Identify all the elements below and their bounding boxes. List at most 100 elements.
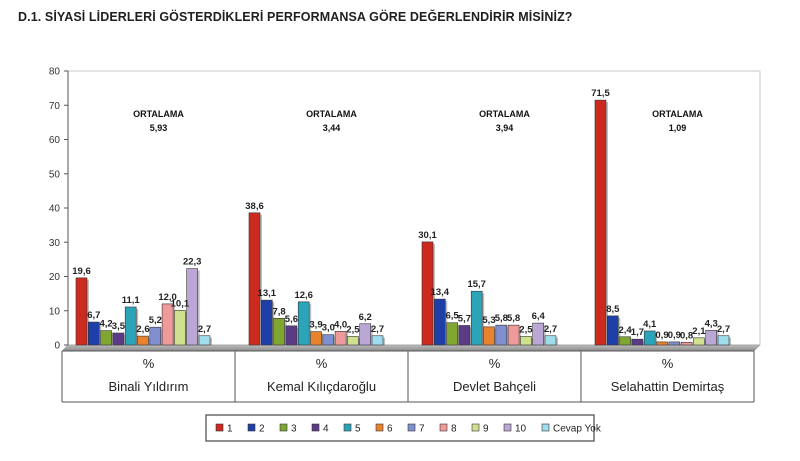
data-label: 2,1 [692,326,706,337]
data-label: 11,1 [122,295,141,306]
bar-shade [383,337,385,345]
bar-9 [520,336,532,346]
unit-label: % [316,356,328,371]
bar-6 [310,331,322,346]
legend-label: 3 [291,424,297,435]
bar-shade [519,327,522,345]
data-label: 22,3 [183,257,202,268]
bar-shade [729,337,731,345]
bar-2 [606,315,619,346]
bar-4 [285,325,298,346]
bar-3 [619,336,631,346]
bar-shade [606,102,608,345]
data-label: 2,7 [198,324,211,335]
average-label: ORTALAMA [306,109,357,119]
bar-8 [334,330,347,346]
average-label: ORTALAMA [133,109,184,119]
legend-label: 8 [451,424,457,435]
legend-swatch [279,423,288,432]
bar-shade [210,337,212,345]
bars-layer [75,99,731,346]
bar-9 [693,337,705,346]
y-tick-label: 20 [49,272,61,283]
average-value: 5,93 [150,123,168,133]
bar-1 [594,99,607,346]
bar-3 [446,322,458,346]
bar-5 [297,301,310,346]
data-label: 0,9 [668,330,681,341]
bar-1 [248,212,261,346]
bar-shade [185,312,188,345]
category-label: Binali Yıldırım [109,379,189,394]
bar-shade [87,279,89,345]
legend-label: 5 [355,424,361,435]
bar-cevap-yok [198,335,211,346]
legend-label: 2 [259,424,265,435]
data-label: 1,7 [631,327,644,338]
data-label: 12,0 [158,292,177,303]
bar-shade [111,332,114,345]
bar-shade [260,214,262,345]
y-tick-label: 0 [54,341,60,352]
legend-swatch [541,423,550,432]
labels-layer: 19,6 6,74,2 3,5 11,1 2,65,2 12,010,1 22,3 2,7 38… [72,88,730,341]
category-label: Kemal Kılıçdaroğlu [267,379,376,394]
bar-6 [137,335,149,346]
bar-5 [643,330,656,346]
bar-10 [186,268,198,346]
bar-7 [495,324,508,346]
x-axis-table: % Binali Yıldırım% Kemal Kılıçdaroğlu% Devl… [61,350,755,403]
data-label: 4,0 [334,319,347,330]
bar-10 [705,329,718,346]
bar-cevap-yok [717,335,730,346]
legend-swatch [471,423,480,432]
bar-shade [482,293,485,345]
data-label: 6,7 [87,310,100,321]
bar-shade [272,302,275,345]
data-label: 3,9 [309,320,322,331]
bar-2 [260,299,273,346]
bar-shade [556,337,558,345]
bar-10 [359,323,372,346]
bar-8 [161,303,174,346]
bar-1 [75,277,88,346]
legend-swatch [407,423,416,432]
data-label: 2,7 [717,324,730,335]
bar-6 [656,341,668,346]
bar-3 [100,330,112,346]
bar-8 [507,324,520,346]
bar-1 [421,241,434,346]
data-label: 5,6 [285,314,298,325]
bar-4 [112,332,125,346]
legend-box [205,414,595,442]
category-label: Selahattin Demirtaş [611,379,725,394]
annotation-layer: ORTALAMA 5,93 ORTALAMA 3,44 ORTALAMA 3,94 ORTA… [133,109,703,133]
data-label: 4,1 [643,319,657,330]
data-label: 5,8 [495,313,508,324]
data-label: 3,0 [322,323,335,334]
legend: 1 2 3 4 5 6 7 8 9 10 Cevap Yok [205,414,602,442]
bar-shade [358,338,361,345]
bar-4 [631,338,644,346]
data-label: 3,5 [112,321,126,332]
legend-swatch [439,423,448,432]
legend-label: 9 [483,424,489,435]
data-label: 38,6 [245,201,264,212]
legend-label: 7 [419,424,425,435]
page-title: D.1. SİYASİ LİDERLERİ GÖSTERDİKLERİ PERF… [18,10,573,24]
unit-label: % [662,356,674,371]
data-label: 5,2 [149,315,162,326]
data-label: 5,3 [482,315,495,326]
average-value: 3,44 [323,123,341,133]
data-label: 13,4 [431,287,450,298]
data-label: 6,5 [445,311,459,322]
chart-floor [61,344,761,352]
bar-shade [506,327,509,345]
bar-shade [160,329,163,345]
average-label: ORTALAMA [652,109,703,119]
bar-shade [630,338,633,345]
data-label: 10,1 [171,298,190,309]
legend-label: 10 [515,424,527,435]
data-label: 12,6 [294,290,313,301]
